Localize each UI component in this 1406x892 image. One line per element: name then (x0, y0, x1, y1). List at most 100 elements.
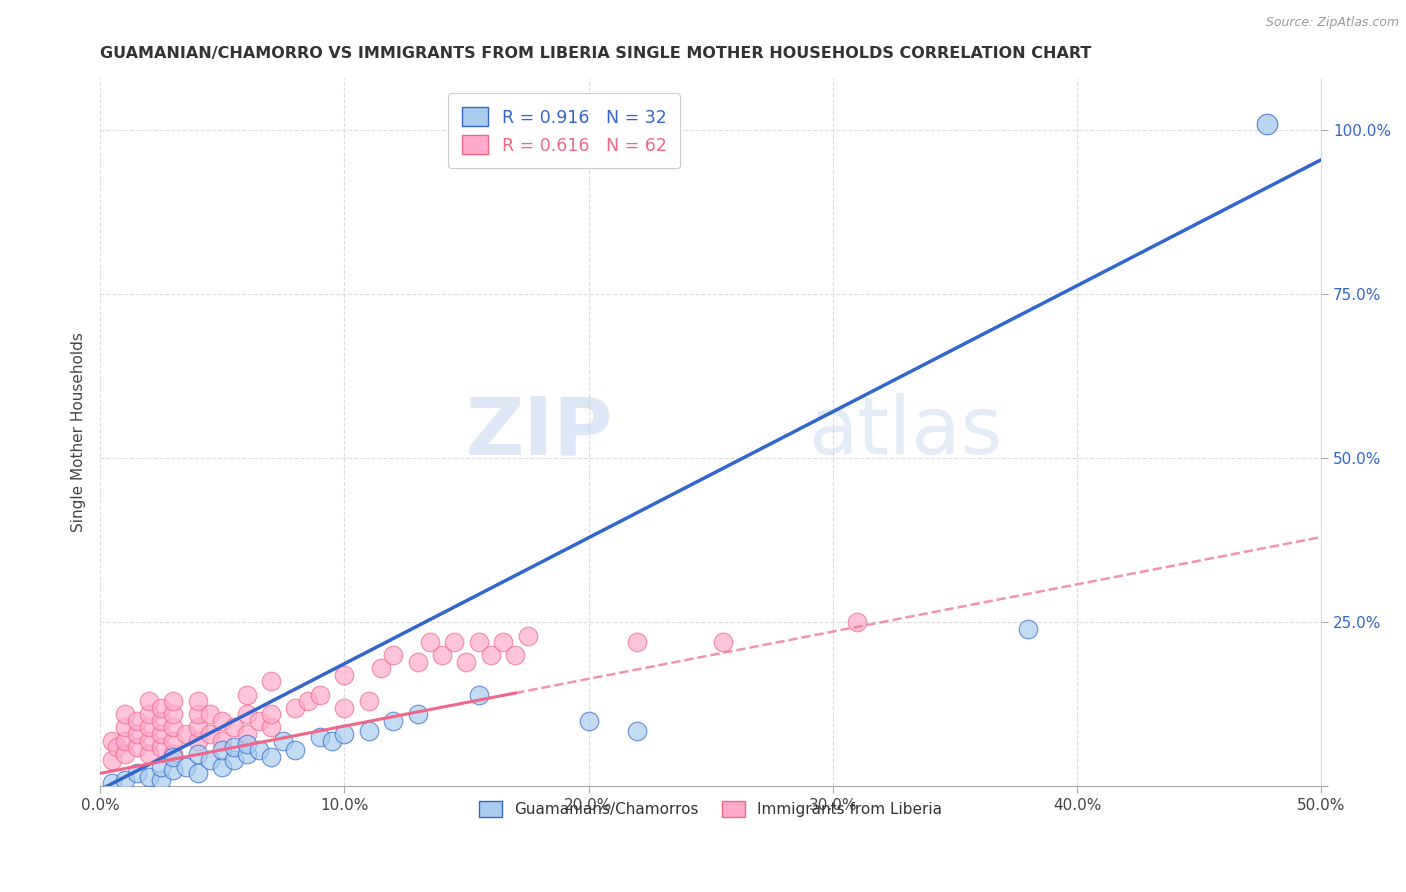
Point (211, 733, 233, 747)
Point (162, 707, 184, 722)
Point (492, 635, 515, 649)
Point (125, 727, 148, 741)
Point (125, 740, 148, 755)
Point (187, 707, 209, 722)
Point (114, 747, 136, 761)
Point (247, 714, 270, 728)
Point (284, 700, 307, 714)
Point (260, 720, 283, 734)
Point (114, 720, 136, 734)
Point (406, 707, 429, 722)
Point (467, 635, 489, 649)
Text: GUAMANIAN/CHAMORRO VS IMMIGRANTS FROM LIBERIA SINGLE MOTHER HOUSEHOLDS CORRELATI: GUAMANIAN/CHAMORRO VS IMMIGRANTS FROM LI… (100, 46, 1091, 62)
Point (430, 648, 453, 663)
Point (357, 694, 380, 708)
Point (162, 694, 184, 708)
Point (419, 635, 441, 649)
Text: ZIP: ZIP (465, 393, 613, 471)
Point (297, 694, 319, 708)
Point (370, 661, 392, 675)
Point (1017, 622, 1039, 636)
Text: Source: ZipAtlas.com: Source: ZipAtlas.com (1265, 16, 1399, 29)
Point (198, 753, 221, 767)
Point (150, 700, 173, 714)
Point (138, 770, 160, 784)
Point (187, 694, 209, 708)
Point (138, 707, 160, 722)
Point (271, 733, 294, 747)
Point (357, 723, 380, 738)
Point (711, 635, 734, 649)
Point (333, 668, 356, 682)
Point (260, 674, 283, 689)
Point (187, 747, 209, 761)
Point (138, 694, 160, 708)
Point (198, 707, 221, 722)
Point (846, 615, 869, 630)
Point (101, 753, 124, 767)
Point (114, 707, 136, 722)
Point (101, 733, 124, 747)
Point (138, 720, 160, 734)
Point (467, 688, 489, 702)
Point (224, 740, 246, 755)
Point (187, 720, 209, 734)
Point (503, 648, 526, 663)
Point (114, 733, 136, 747)
Point (224, 753, 246, 767)
Point (162, 750, 184, 764)
Text: atlas: atlas (808, 393, 1002, 471)
Point (235, 727, 257, 741)
Point (114, 772, 136, 787)
Point (479, 648, 502, 663)
Point (224, 720, 246, 734)
Point (162, 733, 184, 747)
Point (150, 714, 173, 728)
Point (382, 714, 405, 728)
Point (162, 763, 184, 777)
Point (235, 707, 257, 722)
Point (309, 688, 332, 702)
Point (150, 760, 173, 774)
Point (382, 648, 405, 663)
Point (456, 655, 478, 669)
Point (260, 707, 283, 722)
Point (626, 723, 648, 738)
Point (578, 714, 600, 728)
Point (260, 750, 283, 764)
Point (187, 766, 209, 780)
Point (516, 628, 538, 642)
Point (247, 743, 270, 757)
Point (138, 733, 160, 747)
Point (101, 776, 124, 790)
Point (284, 743, 307, 757)
Point (174, 760, 197, 774)
Point (321, 733, 343, 747)
Point (211, 714, 233, 728)
Point (150, 772, 173, 787)
Point (174, 727, 197, 741)
Point (235, 688, 257, 702)
Point (333, 700, 356, 714)
Point (626, 635, 648, 649)
Point (235, 737, 257, 751)
Point (105, 740, 128, 755)
Point (187, 733, 209, 747)
Point (309, 731, 332, 745)
Point (198, 727, 221, 741)
Point (333, 727, 356, 741)
Point (443, 635, 465, 649)
Point (162, 747, 184, 761)
Legend: Guamanians/Chamorros, Immigrants from Liberia: Guamanians/Chamorros, Immigrants from Li… (471, 793, 949, 825)
Y-axis label: Single Mother Households: Single Mother Households (72, 332, 86, 532)
Point (150, 727, 173, 741)
Point (235, 747, 257, 761)
Point (1256, 117, 1278, 131)
Point (150, 740, 173, 755)
Point (125, 766, 148, 780)
Point (138, 747, 160, 761)
Point (162, 720, 184, 734)
Point (211, 760, 233, 774)
Point (211, 743, 233, 757)
Point (406, 655, 429, 669)
